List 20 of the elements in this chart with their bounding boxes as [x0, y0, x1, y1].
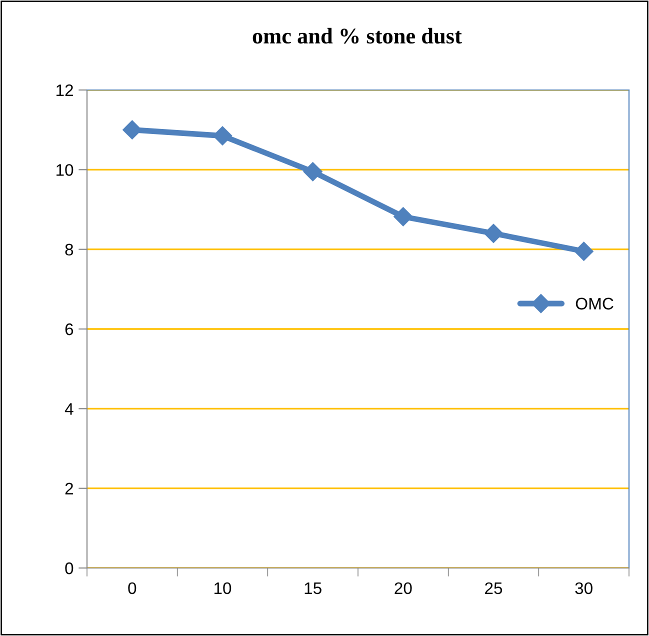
x-tick-label: 0	[128, 582, 136, 594]
point	[303, 162, 322, 182]
y-tick-label: 12	[56, 84, 73, 96]
point	[122, 120, 142, 140]
y-tick-label: 2	[65, 482, 73, 494]
y-tick-label: 6	[65, 323, 74, 336]
chart-title: omc and % stone dust	[252, 28, 462, 44]
legend-label: OMC	[576, 298, 614, 310]
x-tick-label: 30	[575, 582, 592, 594]
y-tick-label: 8	[65, 244, 74, 256]
x-tick-label: 25	[485, 582, 502, 594]
point	[484, 224, 504, 243]
x-tick-label: 10	[214, 582, 232, 594]
y-tick-label: 4	[64, 403, 74, 415]
x-tick-label: 15	[304, 582, 322, 594]
y-tick-label: 10	[56, 164, 74, 176]
point	[574, 242, 594, 261]
point	[394, 207, 413, 226]
y-tick-label: 0	[65, 562, 74, 574]
x-tick-label: 20	[394, 582, 412, 594]
